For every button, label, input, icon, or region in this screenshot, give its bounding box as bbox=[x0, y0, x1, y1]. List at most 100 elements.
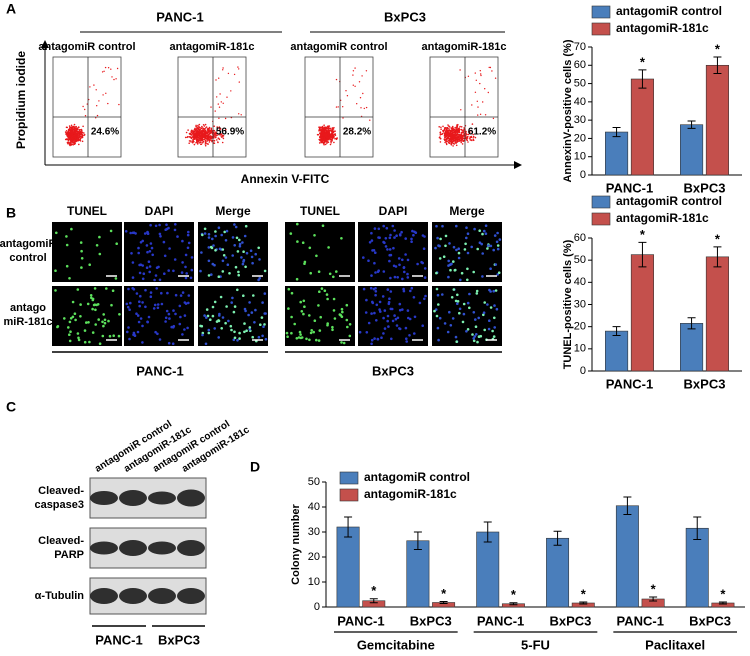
nucleus bbox=[371, 300, 374, 304]
nucleus bbox=[493, 304, 496, 307]
nucleus bbox=[378, 236, 381, 239]
nucleus bbox=[221, 259, 225, 263]
nucleus bbox=[233, 330, 236, 334]
dot bbox=[324, 128, 327, 131]
nucleus bbox=[483, 229, 486, 233]
micrograph bbox=[124, 286, 194, 346]
band bbox=[148, 541, 176, 555]
dot bbox=[207, 131, 210, 133]
group-label: PANC-1 bbox=[136, 363, 183, 378]
nucleus bbox=[493, 234, 497, 237]
nucleus bbox=[406, 272, 409, 276]
dot bbox=[70, 131, 73, 133]
nucleus bbox=[300, 336, 304, 339]
dot bbox=[218, 126, 221, 128]
dot bbox=[335, 137, 338, 140]
nucleus bbox=[321, 224, 325, 227]
dot bbox=[470, 135, 473, 138]
dot bbox=[75, 133, 78, 135]
x-tick-label: BxPC3 bbox=[689, 613, 731, 628]
nucleus bbox=[475, 333, 478, 336]
dot bbox=[323, 137, 326, 140]
nucleus bbox=[384, 237, 388, 240]
nucleus bbox=[56, 325, 60, 328]
nucleus bbox=[395, 234, 398, 237]
nucleus bbox=[173, 258, 177, 261]
nucleus bbox=[155, 266, 159, 270]
nucleus bbox=[328, 272, 332, 276]
bar bbox=[685, 527, 709, 608]
nucleus bbox=[186, 326, 189, 330]
nucleus bbox=[138, 304, 141, 308]
nucleus bbox=[93, 287, 97, 290]
nucleus bbox=[433, 309, 436, 313]
nucleus bbox=[144, 288, 147, 292]
dot bbox=[195, 125, 197, 128]
significance: * bbox=[720, 586, 726, 601]
nucleus bbox=[466, 328, 470, 331]
nucleus bbox=[302, 299, 306, 303]
plot-title: antagomiR-181c bbox=[170, 41, 255, 53]
nucleus bbox=[176, 235, 179, 238]
dot bbox=[185, 131, 188, 134]
nucleus bbox=[303, 262, 306, 266]
dot bbox=[102, 94, 104, 96]
dot bbox=[459, 69, 461, 71]
dot bbox=[455, 136, 457, 139]
dot bbox=[75, 134, 77, 137]
nucleus bbox=[244, 265, 247, 269]
nucleus bbox=[237, 270, 240, 274]
nucleus bbox=[397, 257, 401, 260]
nucleus bbox=[68, 320, 72, 324]
nucleus bbox=[448, 310, 451, 314]
nucleus bbox=[233, 305, 237, 308]
nucleus bbox=[290, 315, 293, 319]
nucleus bbox=[335, 270, 338, 273]
nucleus bbox=[130, 252, 133, 255]
quadrant-percent: 56.9% bbox=[216, 127, 244, 138]
bar bbox=[705, 64, 729, 176]
nucleus bbox=[183, 301, 187, 304]
nucleus bbox=[103, 321, 107, 325]
nucleus bbox=[109, 229, 113, 233]
nucleus bbox=[221, 270, 225, 273]
column-label: TUNEL bbox=[300, 204, 340, 218]
dot bbox=[458, 137, 461, 139]
nucleus bbox=[218, 312, 221, 316]
nucleus bbox=[370, 231, 373, 235]
nucleus bbox=[238, 242, 242, 246]
band bbox=[177, 489, 205, 507]
nucleus bbox=[141, 239, 144, 243]
nucleus bbox=[154, 330, 157, 334]
nucleus bbox=[264, 337, 268, 341]
nucleus bbox=[474, 325, 478, 329]
dot bbox=[67, 129, 70, 131]
nucleus bbox=[456, 300, 460, 303]
dot bbox=[474, 136, 477, 139]
nucleus bbox=[179, 315, 182, 319]
nucleus bbox=[389, 276, 392, 280]
dot bbox=[476, 100, 478, 103]
nucleus bbox=[464, 242, 467, 246]
dot bbox=[84, 108, 86, 111]
nucleus bbox=[247, 313, 250, 317]
nucleus bbox=[462, 312, 466, 316]
nucleus bbox=[401, 277, 404, 281]
nucleus bbox=[245, 251, 249, 255]
nucleus bbox=[259, 323, 262, 327]
dot bbox=[71, 135, 74, 138]
nucleus bbox=[203, 314, 206, 317]
dot bbox=[491, 70, 493, 72]
nucleus bbox=[376, 270, 380, 274]
nucleus bbox=[492, 289, 496, 293]
dot bbox=[334, 130, 336, 133]
dot bbox=[213, 133, 216, 135]
nucleus bbox=[342, 341, 346, 345]
dot bbox=[227, 72, 230, 75]
bar bbox=[630, 78, 654, 176]
dot bbox=[452, 138, 455, 141]
nucleus bbox=[382, 332, 385, 335]
dot bbox=[74, 137, 77, 140]
nucleus bbox=[378, 308, 381, 311]
nucleus bbox=[410, 286, 414, 290]
